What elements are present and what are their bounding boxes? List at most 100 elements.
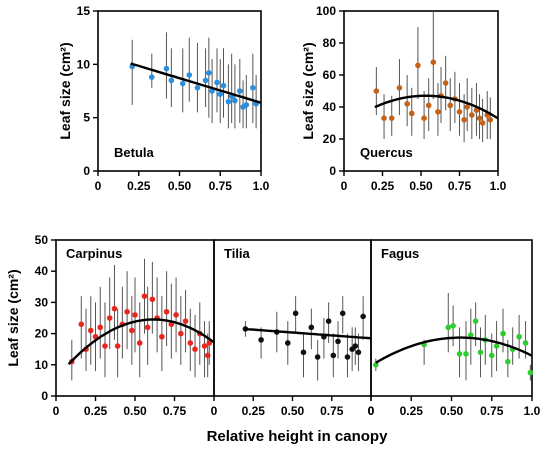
x-tick-label: 0.75 (163, 404, 187, 418)
data-point (425, 102, 432, 109)
x-tick-label: 0 (53, 404, 60, 418)
data-point (214, 79, 220, 86)
y-tick-label: 0 (41, 389, 48, 403)
x-tick-label: 0.75 (320, 404, 344, 418)
data-point (516, 333, 522, 340)
fit-line (130, 62, 262, 104)
data-point (232, 97, 238, 104)
panel-betula: 0 5 10 15 0 0.25 0.50 0.75 1.0 Leaf size (cm²) Bet… (57, 4, 270, 193)
x-tick-label: 0.25 (400, 404, 424, 418)
data-point (220, 82, 227, 89)
data-point (111, 305, 118, 312)
data-point (179, 80, 186, 87)
data-point (463, 351, 469, 357)
x-tick-label: 0.25 (127, 179, 151, 193)
data-point (136, 340, 143, 346)
x-tick-label: 0.25 (84, 404, 108, 418)
y-tick-label: 0 (83, 164, 90, 178)
data-point (202, 77, 209, 84)
data-point (97, 324, 104, 331)
data-point (292, 310, 299, 317)
data-point (206, 70, 212, 76)
x-tick-label: 0.50 (123, 404, 147, 418)
data-point (87, 327, 94, 334)
x-tick-label: 0.25 (371, 179, 395, 193)
y-tick-label: 20 (323, 132, 337, 146)
data-point (132, 312, 138, 318)
x-tick-label: 1.0 (490, 179, 507, 193)
data-point (148, 74, 155, 80)
x-tick-label: 0.75 (480, 404, 504, 418)
y-tick-label: 50 (35, 233, 49, 247)
data-point (173, 312, 179, 318)
fit-line (375, 336, 533, 364)
y-axis-label: Leaf size (cm²) (5, 269, 21, 366)
x-tick-label: 0.50 (281, 404, 305, 418)
data-point (450, 323, 456, 329)
y-tick-label: 5 (83, 111, 90, 125)
data-point (469, 112, 475, 118)
data-point (114, 343, 121, 349)
data-point (186, 72, 193, 78)
x-tick-label: 0.50 (440, 404, 464, 418)
x-axis-label: Relative height in canopy (207, 428, 389, 445)
y-tick-label: 80 (323, 36, 337, 50)
data-point (284, 340, 291, 346)
data-point (330, 352, 337, 359)
data-point (500, 330, 506, 337)
data-point (505, 358, 511, 365)
data-point (124, 308, 130, 315)
x-tick-label: 0 (211, 404, 218, 418)
panel-fagus: 0 0.25 0.50 0.75 1.0 Fagus (368, 239, 541, 418)
data-point (243, 102, 250, 108)
data-point (461, 117, 467, 123)
data-point (373, 362, 379, 368)
x-tick-label: 1.0 (524, 404, 541, 418)
data-point (144, 324, 151, 331)
x-tick-label: 0 (368, 404, 375, 418)
data-point (335, 338, 341, 345)
data-point (447, 102, 454, 109)
data-point (456, 351, 463, 357)
y-tick-label: 15 (77, 4, 91, 18)
data-point (430, 59, 437, 65)
y-tick-label: 20 (35, 327, 49, 341)
data-point (102, 343, 108, 349)
data-point (250, 85, 256, 91)
data-point (464, 104, 471, 110)
panel-label: Betula (114, 145, 155, 160)
data-point (159, 333, 165, 340)
data-point (163, 65, 170, 72)
x-tick-label: 0 (341, 179, 348, 193)
y-tick-label: 100 (316, 4, 336, 18)
x-tick-label: 0.50 (168, 179, 192, 193)
fit-line (245, 327, 372, 340)
x-tick-label: 0.75 (209, 179, 233, 193)
data-point (141, 293, 148, 299)
y-tick-label: 0 (329, 164, 336, 178)
data-point (476, 115, 483, 121)
panel-label: Fagus (381, 246, 419, 261)
x-tick-label: 0 (368, 404, 375, 418)
data-point (493, 343, 500, 349)
data-point (314, 354, 321, 360)
data-point (442, 80, 449, 86)
data-point (192, 346, 198, 353)
x-tick-label: 0.50 (409, 179, 433, 193)
data-point (421, 115, 427, 121)
data-point (187, 340, 194, 346)
data-point (355, 349, 362, 356)
data-point (396, 85, 403, 91)
data-point (258, 337, 264, 343)
y-tick-label: 40 (35, 264, 49, 278)
data-point (308, 324, 315, 331)
fit-line (67, 318, 215, 366)
panel-label: Quercus (360, 145, 413, 160)
data-point (408, 110, 415, 117)
data-point (487, 117, 494, 123)
data-point (300, 349, 307, 356)
data-point (344, 354, 351, 360)
y-tick-label: 40 (323, 100, 337, 114)
data-point (488, 352, 495, 359)
